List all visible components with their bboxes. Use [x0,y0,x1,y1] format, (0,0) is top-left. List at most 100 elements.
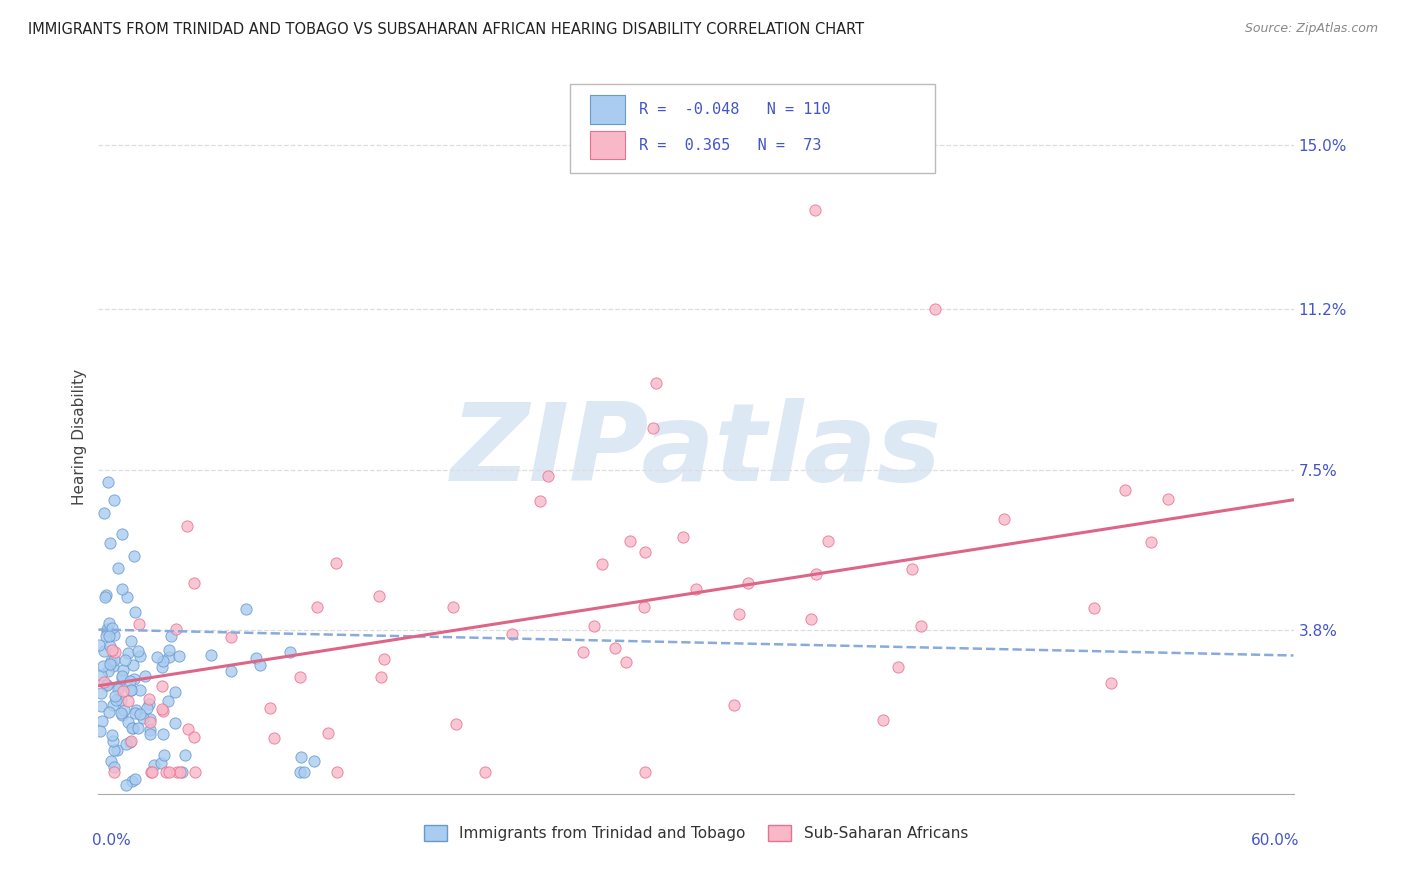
Point [125,703,148,717]
Point [280,645,302,659]
Point [141,765,163,780]
Point [474,765,496,780]
Point [98,657,121,672]
Point [103,653,125,667]
Point [114,653,136,667]
Point [1083,601,1105,615]
Point [727,607,749,621]
Point [128,617,150,632]
Point [167,649,190,664]
Point [633,599,655,614]
Point [93,675,115,690]
Point [614,655,637,669]
Point [219,630,242,644]
Point [98,629,121,643]
Point [150,702,173,716]
Point [91,714,114,728]
Point [118,674,141,689]
Point [288,765,311,780]
Point [118,735,141,749]
Point [446,716,468,731]
Point [591,557,613,571]
Point [160,629,183,643]
Point [110,706,132,721]
Point [98,616,121,631]
Point [96,678,118,692]
Point [157,650,180,665]
Point [101,727,124,741]
Point [134,669,156,683]
Point [129,682,152,697]
Point [110,582,132,597]
Point [993,512,1015,526]
Point [111,671,134,685]
Point [259,700,281,714]
Point [325,765,347,780]
Point [124,772,146,786]
Point [107,561,129,575]
Point [153,747,176,762]
Point [804,202,827,217]
Point [127,644,149,658]
Point [634,545,657,559]
Point [98,706,121,720]
Point [135,701,157,715]
Point [887,660,910,674]
Point [98,536,122,550]
Point [1140,534,1163,549]
Point [132,711,155,725]
Point [165,715,187,730]
Point [165,622,187,636]
Point [87,638,110,652]
Point [1157,491,1180,506]
Point [127,721,149,735]
Point [605,640,627,655]
Point [120,683,142,698]
Point [96,624,118,638]
Text: IMMIGRANTS FROM TRINIDAD AND TOBAGO VS SUBSAHARAN AFRICAN HEARING DISABILITY COR: IMMIGRANTS FROM TRINIDAD AND TOBAGO VS S… [28,22,865,37]
Point [103,492,125,507]
Point [157,642,180,657]
Point [316,726,339,740]
Point [122,722,145,736]
Text: 0.0%: 0.0% [93,833,131,848]
Point [112,702,135,716]
Point [91,659,114,673]
Point [152,654,174,668]
Point [138,692,160,706]
Point [97,475,120,490]
Point [104,689,127,703]
Point [177,723,200,737]
Point [924,302,946,317]
Point [235,602,257,616]
Text: ZIPatlas: ZIPatlas [450,399,942,504]
Point [200,648,222,662]
Point [325,556,347,570]
Point [104,693,127,707]
Point [105,743,128,757]
Point [138,697,160,711]
Point [583,618,606,632]
Text: 60.0%: 60.0% [1251,833,1299,848]
Text: R =  -0.048   N = 110: R = -0.048 N = 110 [638,102,830,117]
Point [120,682,142,697]
Point [90,668,112,682]
Text: R =  0.365   N =  73: R = 0.365 N = 73 [638,137,821,153]
Point [120,733,142,747]
Point [108,680,131,694]
Point [98,640,121,654]
Point [529,493,551,508]
FancyBboxPatch shape [571,84,935,173]
Point [910,619,932,633]
Point [101,698,124,712]
Point [900,562,922,576]
Point [305,600,328,615]
Point [166,765,188,780]
Point [141,765,163,780]
Point [115,590,138,604]
Point [117,694,139,708]
Point [537,469,560,483]
Point [121,721,143,735]
Point [90,685,112,699]
Point [152,704,174,718]
